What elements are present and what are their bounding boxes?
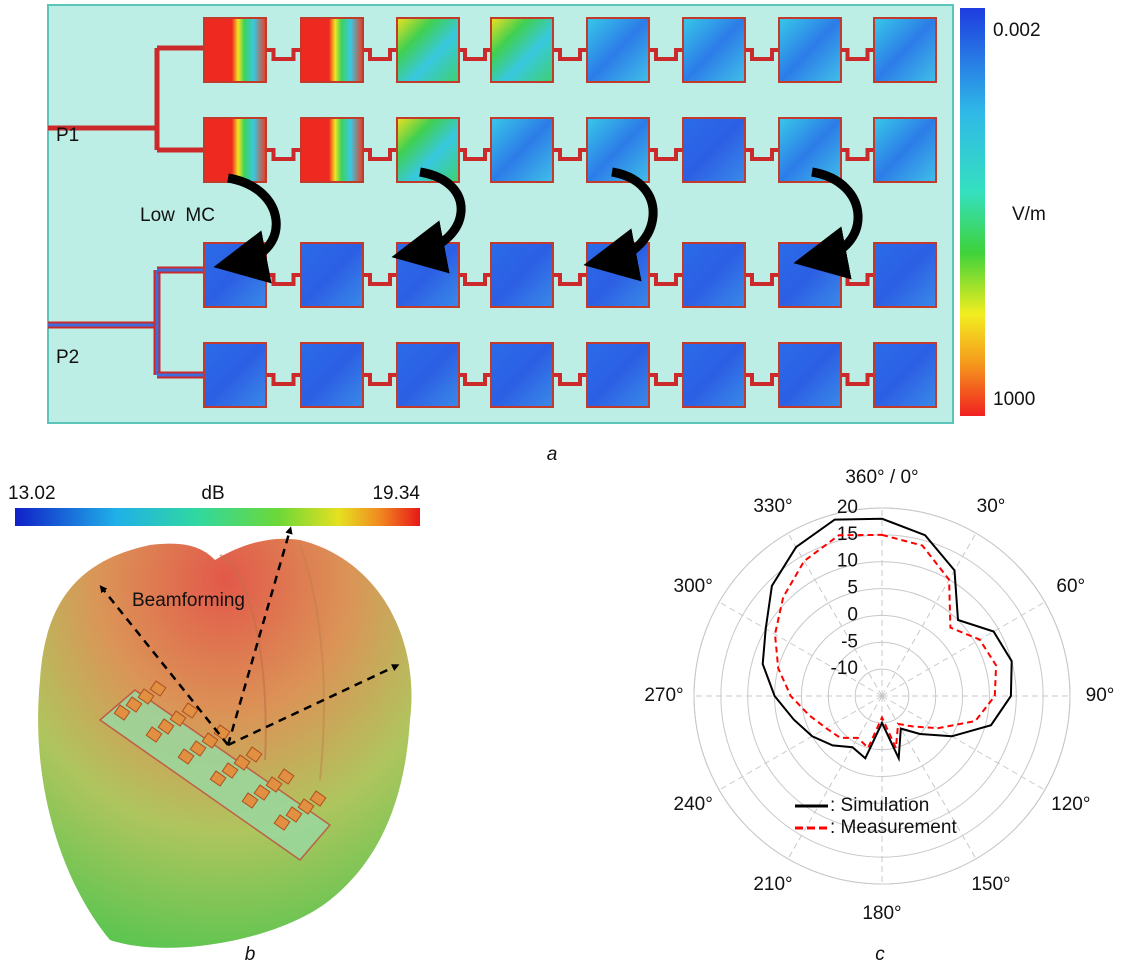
radial-tick-label: 5 xyxy=(847,578,858,599)
colorbar-unit: dB xyxy=(201,483,224,504)
patch xyxy=(301,343,363,407)
angle-tick-label: 300° xyxy=(674,576,713,597)
patch xyxy=(301,18,363,82)
colorbar-bottom: 1000 xyxy=(993,389,1035,410)
grid-spoke xyxy=(882,602,1045,696)
patch xyxy=(874,118,936,182)
radial-tick-label: 10 xyxy=(837,551,858,572)
port-label: P2 xyxy=(56,347,79,368)
colorbar-min: 13.02 xyxy=(8,483,56,504)
figure: 0.002 V/m 1000 P1 P2 Low MC a 13.02 dB 1… xyxy=(0,0,1142,966)
angle-tick-label: 150° xyxy=(971,874,1010,895)
patch xyxy=(779,343,841,407)
legend-label: : Simulation xyxy=(830,795,929,816)
annotation: Low MC xyxy=(140,205,215,226)
annotation: Beamforming xyxy=(132,590,245,611)
angle-tick-label: 60° xyxy=(1056,576,1085,597)
patch xyxy=(204,118,266,182)
patch xyxy=(874,18,936,82)
radial-tick-label: 20 xyxy=(837,497,858,518)
legend-label: : Measurement xyxy=(830,817,957,838)
panel-b: 13.02 dB 19.34 Beamforming b xyxy=(8,483,420,965)
patch xyxy=(587,18,649,82)
angle-tick-label: 360° / 0° xyxy=(845,467,918,488)
caption: a xyxy=(547,444,558,465)
radial-tick-label: -5 xyxy=(841,631,858,652)
patch xyxy=(683,343,745,407)
colorbar-unit: V/m xyxy=(1012,204,1046,225)
panel-c: 360° / 0° 30° 60° 90° 120° 150° 180° 210° 240° 27… xyxy=(644,467,1114,965)
colorbar xyxy=(15,508,420,526)
grid-spoke xyxy=(882,696,1045,790)
angle-tick-label: 120° xyxy=(1051,794,1090,815)
angle-tick-label: 90° xyxy=(1086,685,1115,706)
colorbar-top: 0.002 xyxy=(993,20,1041,41)
colorbar-max: 19.34 xyxy=(372,483,420,504)
angle-tick-label: 240° xyxy=(674,794,713,815)
patch xyxy=(491,343,553,407)
patch xyxy=(587,243,649,307)
angle-tick-label: 330° xyxy=(753,496,792,517)
angle-tick-label: 270° xyxy=(644,685,683,706)
patch xyxy=(301,243,363,307)
panel-a: 0.002 V/m 1000 P1 P2 Low MC a xyxy=(48,5,1046,465)
patch xyxy=(874,343,936,407)
patch xyxy=(301,118,363,182)
patch xyxy=(779,118,841,182)
patch xyxy=(874,243,936,307)
patch xyxy=(587,343,649,407)
angle-tick-label: 210° xyxy=(753,874,792,895)
series-line xyxy=(775,535,996,748)
radial-tick-label: 0 xyxy=(847,604,858,625)
patch xyxy=(491,243,553,307)
angle-tick-label: 180° xyxy=(862,903,901,924)
patch xyxy=(683,243,745,307)
caption: c xyxy=(875,944,885,965)
patch xyxy=(204,18,266,82)
page: {"panel_a": {"port_1": "P1", "port_2": "… xyxy=(0,0,1142,966)
colorbar xyxy=(960,8,985,416)
grid-spoke xyxy=(719,696,882,790)
patch xyxy=(397,343,459,407)
port-label: P1 xyxy=(56,125,79,146)
patch xyxy=(683,18,745,82)
patch xyxy=(683,118,745,182)
grid-spoke xyxy=(882,533,976,696)
patch xyxy=(491,18,553,82)
patch xyxy=(779,18,841,82)
patch xyxy=(204,343,266,407)
radial-tick-label: -10 xyxy=(831,658,858,679)
patch xyxy=(491,118,553,182)
angle-tick-label: 30° xyxy=(977,496,1006,517)
caption: b xyxy=(245,944,256,965)
patch xyxy=(397,18,459,82)
